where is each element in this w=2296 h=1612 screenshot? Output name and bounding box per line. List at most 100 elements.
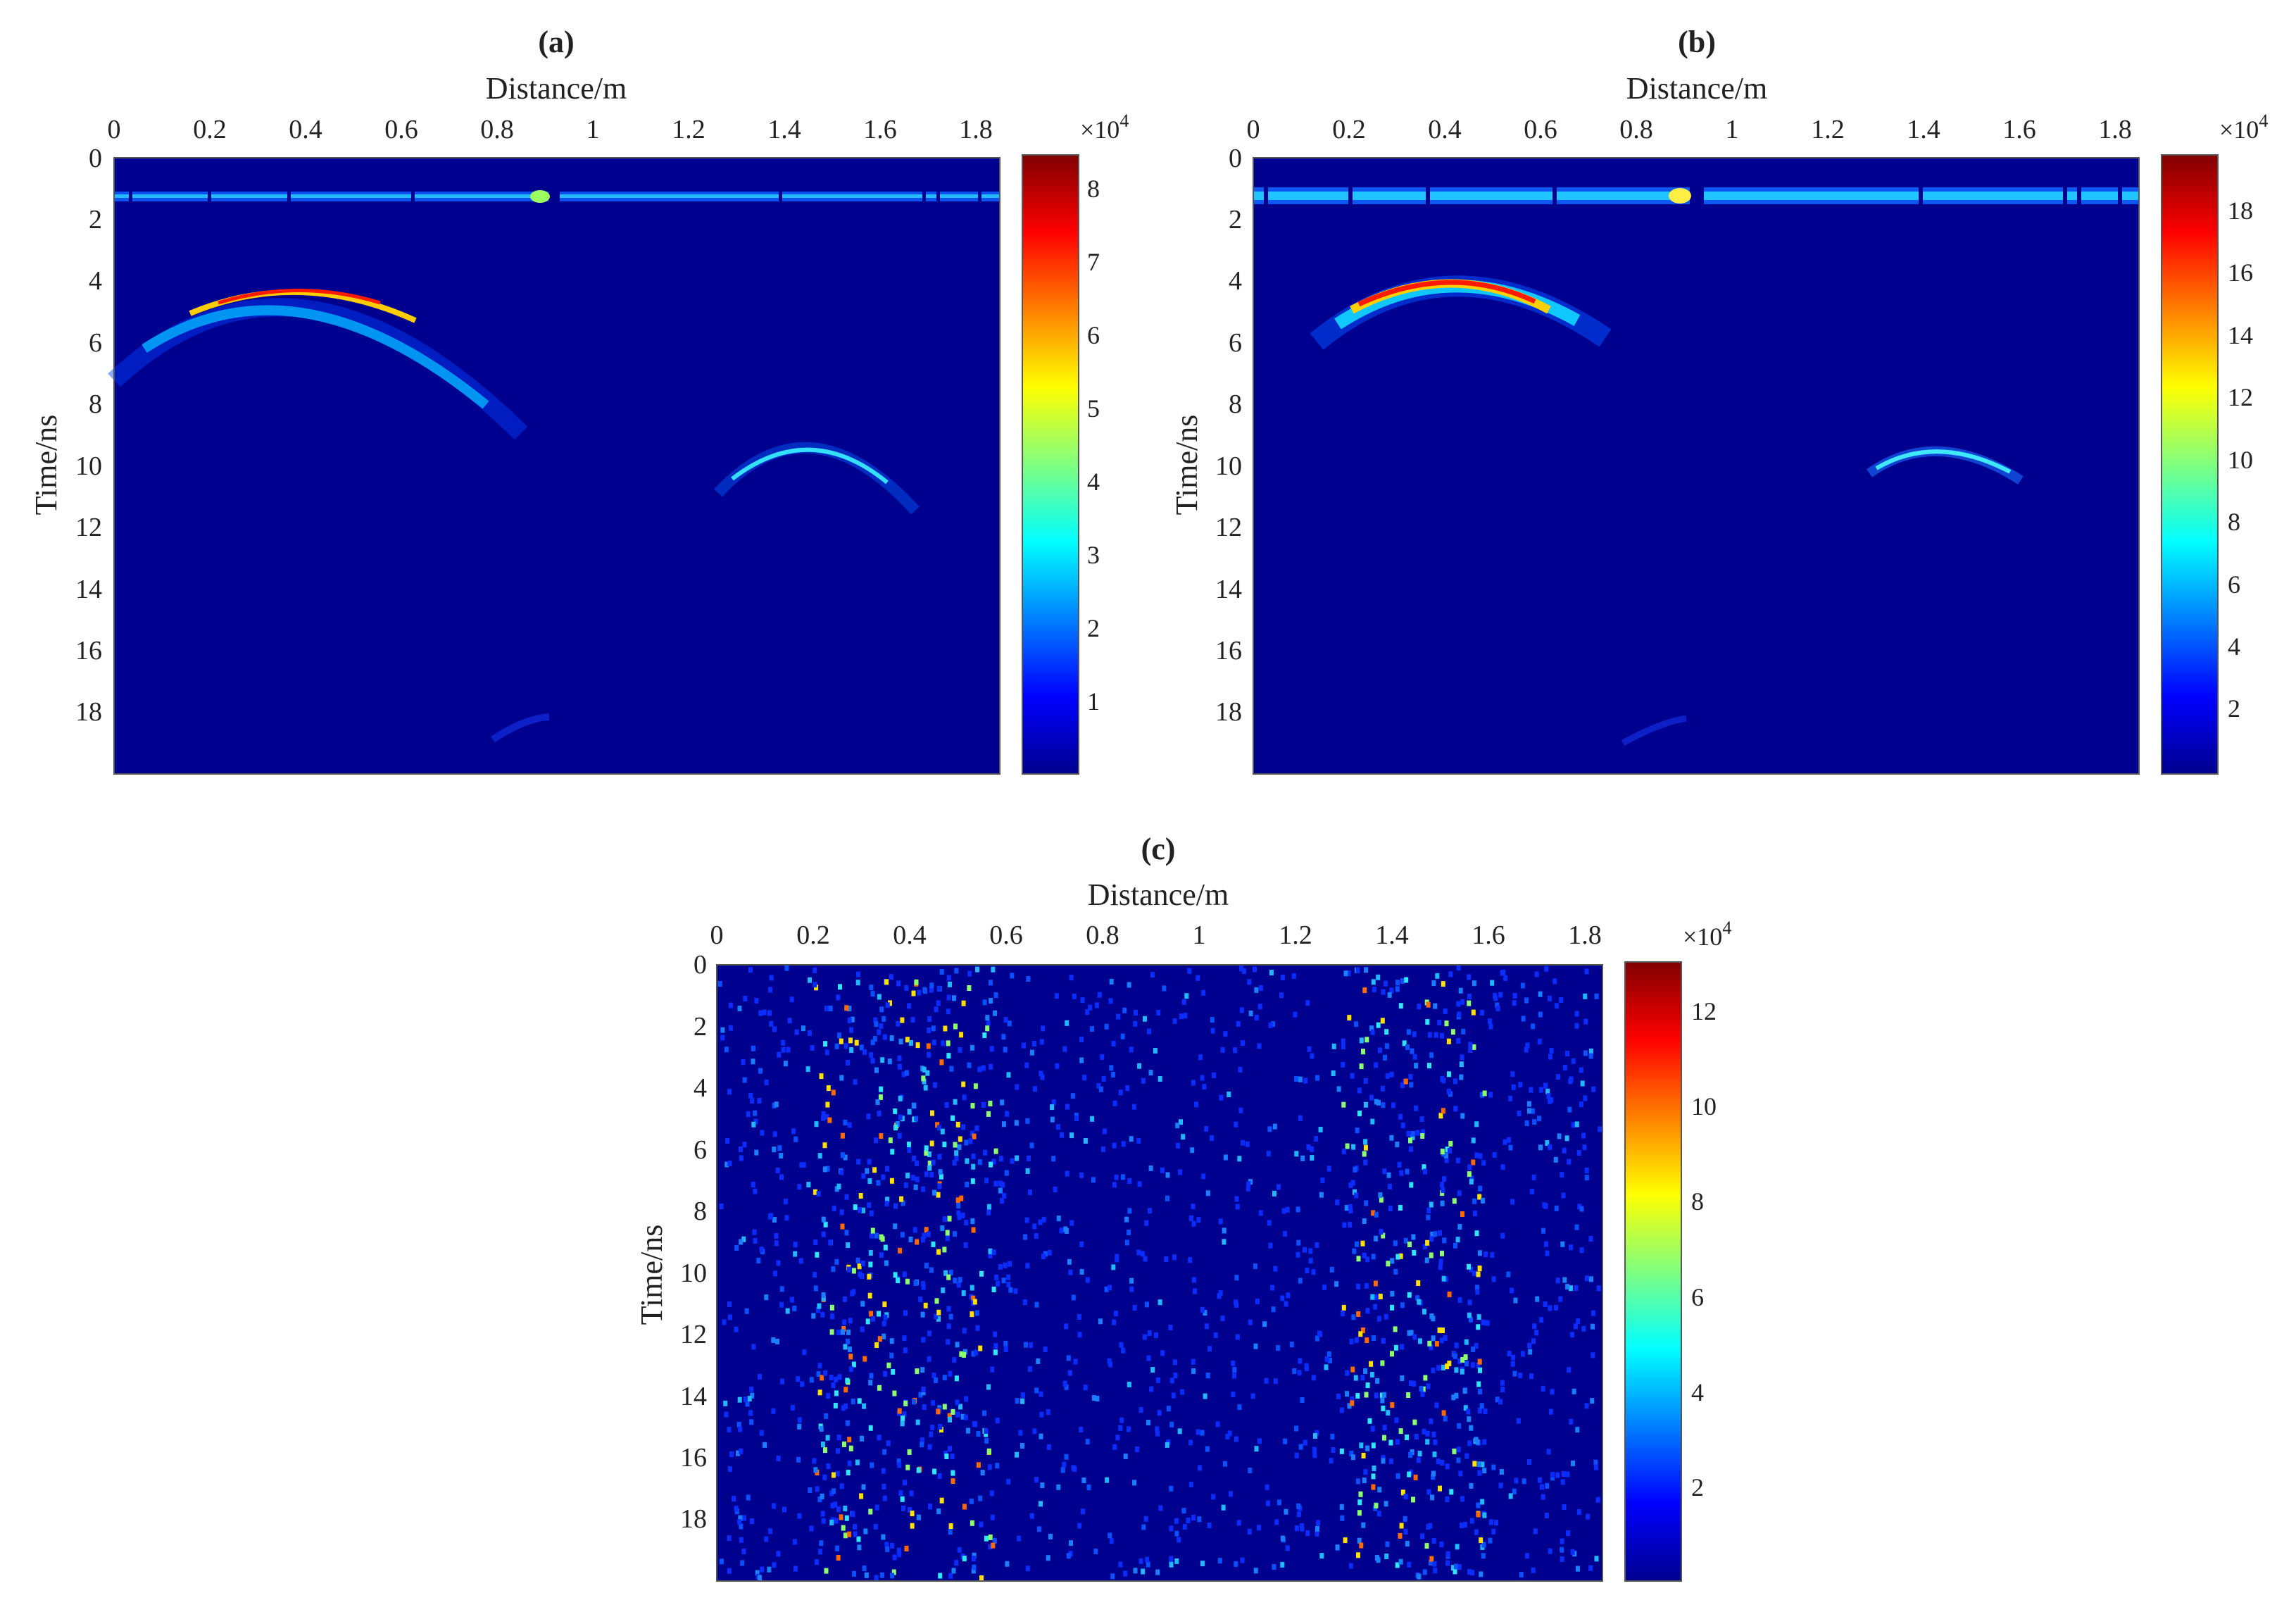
panel-c-noise-cell	[1473, 1211, 1477, 1217]
panel-c-noise-cell	[927, 1016, 932, 1022]
panel-c-noise-cell	[843, 1403, 848, 1409]
panel-c-noise-cell	[1110, 1573, 1115, 1580]
panel-c-noise-cell	[739, 1448, 744, 1454]
panel-c-noise-cell	[1298, 1076, 1303, 1082]
panel-c-noise-cell	[1443, 1276, 1448, 1282]
panel-c-noise-cell	[853, 1079, 858, 1085]
panel-c-noise-cell	[917, 989, 922, 996]
panel-a-ytick: 10	[75, 451, 102, 481]
panel-c-noise-cell	[1518, 1082, 1523, 1088]
panel-c-noise-cell	[1451, 1565, 1455, 1571]
panel-c-noise-cell	[1393, 1268, 1398, 1275]
panel-c-noise-cell	[1285, 1206, 1290, 1213]
panel-c-noise-cell	[801, 1025, 805, 1032]
panel-c-noise-cell	[1313, 1432, 1317, 1439]
panel-c-noise-cell	[1424, 1257, 1429, 1263]
panel-c-noise-cell	[921, 1387, 926, 1392]
panel-c-noise-cell	[1499, 1469, 1504, 1475]
panel-c-noise-cell	[1445, 1146, 1450, 1153]
panel-c-noise-cell	[1478, 1367, 1482, 1373]
panel-c-noise-cell	[1394, 1417, 1399, 1423]
panel-c-noise-cell	[1238, 1066, 1243, 1073]
panel-c-noise-cell	[1446, 1038, 1451, 1044]
panel-c-noise-cell	[750, 1518, 755, 1525]
panel-c-noise-cell	[738, 1515, 743, 1521]
panel-c-noise-cell	[910, 1175, 915, 1181]
panel-c-noise-cell	[1545, 1250, 1550, 1256]
panel-c-noise-cell	[1147, 1330, 1152, 1336]
panel-c-noise-cell	[1491, 1528, 1496, 1535]
panel-c-noise-cell	[824, 1413, 829, 1419]
panel-c-noise-cell	[962, 1351, 966, 1358]
panel-c-noise-cell	[1467, 1299, 1472, 1306]
panel-c-noise-cell	[808, 1030, 812, 1036]
panel-c-noise-cell	[1511, 1084, 1516, 1090]
panel-c-noise-cell	[1596, 1285, 1601, 1292]
panel-c-noise-cell	[1364, 967, 1369, 973]
panel-c-noise-cell	[772, 1562, 777, 1568]
panel-c-noise-cell	[1174, 1530, 1179, 1537]
panel-c-noise-cell	[1158, 1505, 1163, 1511]
panel-c-noise-cell	[1220, 1047, 1225, 1054]
panel-c-noise-cell	[1178, 1169, 1183, 1175]
panel-a-colorbar-multiplier-base: ×10	[1080, 115, 1119, 144]
panel-c-noise-cell	[988, 1248, 993, 1254]
panel-c-noise-cell	[1567, 1106, 1572, 1113]
panel-c-noise-cell	[881, 1534, 886, 1540]
panel-c-noise-cell	[1175, 1142, 1180, 1149]
panel-c-noise-cell	[842, 1441, 846, 1447]
panel-c-noise-cell	[1223, 1031, 1228, 1037]
panel-c-noise-cell	[723, 1400, 728, 1406]
panel-c-noise-cell	[753, 1110, 758, 1116]
panel-c-noise-cell	[954, 968, 959, 974]
panel-c-noise-cell	[828, 1239, 833, 1246]
panel-a-xtick: 0.8	[480, 115, 514, 144]
panel-c-ytick: 6	[694, 1135, 707, 1165]
panel-c-noise-cell	[935, 1122, 940, 1128]
panel-c-noise-cell	[924, 1150, 929, 1156]
panel-c-noise-cell	[1560, 1241, 1565, 1247]
panel-c-noise-cell	[768, 987, 772, 993]
panel-c-noise-cell	[746, 1494, 751, 1501]
panel-c-noise-cell	[932, 1468, 937, 1475]
panel-c-noise-cell	[1112, 1100, 1117, 1106]
panel-b-y-ticks: 0 2 4 6 8 10 12 14 16 18	[1215, 144, 1242, 727]
panel-c-noise-cell	[772, 1102, 777, 1108]
panel-c-noise-cell	[1571, 1122, 1576, 1128]
panel-c-noise-cell	[793, 1136, 798, 1142]
panel-c-noise-cell	[1422, 1244, 1427, 1250]
panel-c-noise-cell	[883, 1314, 888, 1320]
panel-c-noise-cell	[841, 1405, 846, 1411]
panel-c-noise-cell	[1300, 1155, 1305, 1161]
panel-c-noise-cell	[1153, 1332, 1158, 1338]
panel-c-noise-cell	[1351, 1314, 1356, 1320]
panel-c-noise-cell	[834, 1390, 839, 1397]
panel-c-noise-cell	[1540, 1484, 1544, 1490]
panel-c-noise-cell	[1222, 1227, 1227, 1234]
panel-c-noise-cell	[776, 1260, 781, 1266]
panel-c-noise-cell	[1006, 1282, 1011, 1287]
panel-c-noise-cell	[1082, 1075, 1087, 1081]
panel-c-noise-cell	[1403, 1529, 1408, 1535]
panel-c-noise-cell	[991, 1287, 996, 1292]
panel-c-noise-cell	[1062, 1046, 1067, 1052]
panel-c-noise-cell	[938, 1573, 943, 1579]
panel-c-noise-cell	[750, 1097, 755, 1104]
panel-c-noise-cell	[1579, 1067, 1583, 1073]
panel-c-noise-cell	[1147, 1028, 1151, 1035]
panel-c-noise-cell	[897, 1462, 902, 1468]
panel-c-noise-cell	[849, 1047, 854, 1053]
panel-c-noise-cell	[1425, 1019, 1430, 1025]
panel-b-deep-reflection	[1621, 715, 1687, 746]
panel-c-noise-cell	[1268, 1242, 1273, 1249]
panel-c-noise-cell	[1413, 1474, 1418, 1480]
panel-c-noise-cell	[915, 1176, 920, 1182]
panel-c-noise-cell	[843, 1532, 848, 1539]
panel-c-noise-cell	[1524, 997, 1529, 1004]
panel-c-noise	[717, 965, 1602, 1581]
panel-c-noise-cell	[1467, 1164, 1472, 1170]
panel-c-noise-cell	[907, 1449, 912, 1455]
panel-c-noise-cell	[898, 1247, 903, 1254]
panel-c-noise-cell	[1304, 1363, 1309, 1369]
panel-c-noise-cell	[1488, 1537, 1493, 1544]
